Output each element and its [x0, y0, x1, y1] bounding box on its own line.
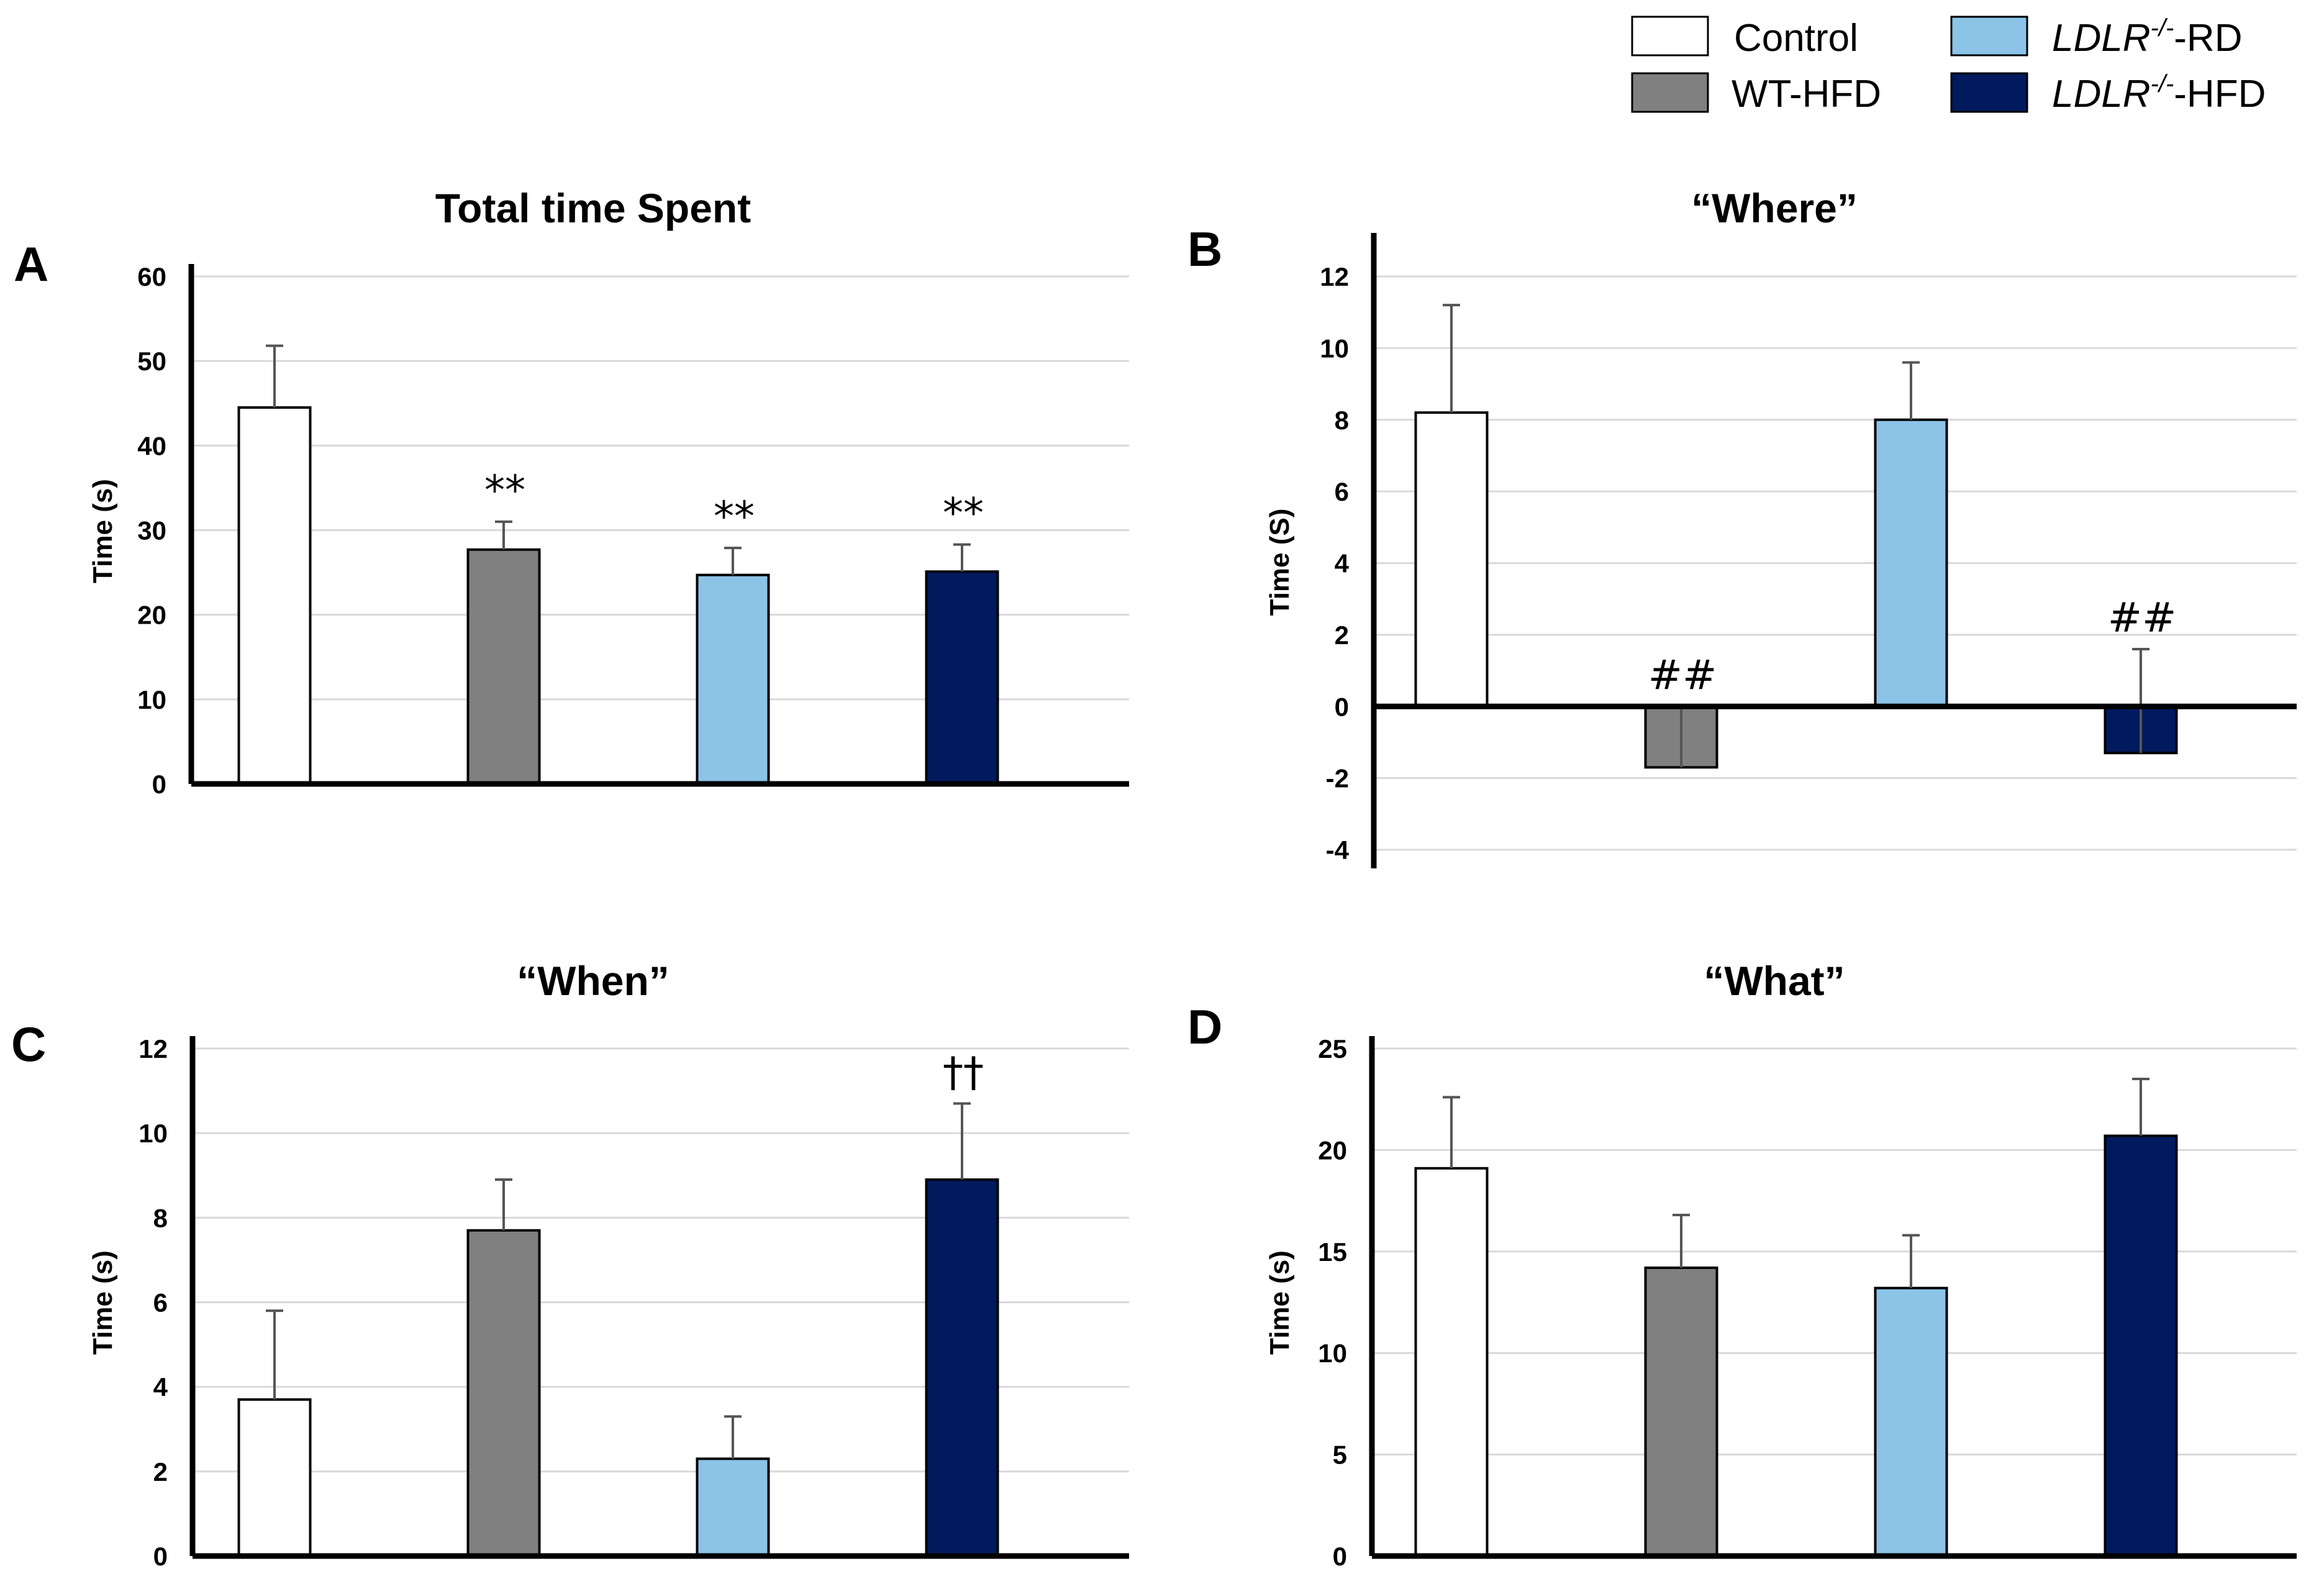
legend-label-wt-hfd: WT-HFD — [1732, 73, 1881, 116]
y-tick-label: 30 — [137, 516, 166, 545]
y-axis-label: Time (s) — [88, 1250, 118, 1355]
y-tick-label: 10 — [1318, 1339, 1347, 1368]
panel-c: 0 2 4 6 8 10 12 †† “When” C Time (s) — [11, 958, 1129, 1571]
legend-swatch-control — [1631, 16, 1709, 57]
panel-b: -4 -2 0 2 4 6 8 10 12 ## ## “Where” B Time (S) — [1187, 185, 2297, 868]
legend-swatch-ldlr-hfd — [1950, 72, 2028, 113]
panel-title: “When” — [517, 958, 670, 1004]
legend-ldlr-rd-name: LDLR — [2052, 17, 2151, 60]
y-tick-label: 10 — [1320, 334, 1349, 363]
significance-marker: ## — [2108, 594, 2177, 642]
legend-ldlr-rd-suffix: -RD — [2174, 17, 2242, 60]
y-tick-label: 40 — [137, 431, 166, 460]
bar-2 — [1644, 1266, 1718, 1557]
bar-1 — [237, 406, 312, 785]
y-tick-label: 12 — [138, 1034, 168, 1063]
legend-label-ldlr-rd: LDLR-/--RD — [2052, 14, 2242, 60]
y-tick-label: 0 — [1333, 1542, 1347, 1571]
y-tick-label: 5 — [1333, 1440, 1347, 1470]
bar-4 — [925, 1178, 999, 1557]
bar-3 — [1874, 418, 1948, 708]
panel-label: D — [1187, 999, 1222, 1054]
bar-1 — [1414, 411, 1489, 708]
y-tick-label: 15 — [1318, 1237, 1347, 1267]
bar-3 — [696, 1457, 770, 1558]
legend-label-ldlr-hfd: LDLR-/--HFD — [2052, 70, 2266, 116]
panel-label: C — [11, 1017, 46, 1072]
bar-4 — [925, 570, 999, 785]
y-tick-label: 20 — [137, 601, 166, 630]
y-axis-label: Time (s) — [1264, 1250, 1295, 1355]
legend-ldlr-hfd-suffix: -HFD — [2174, 73, 2266, 116]
y-tick-label: 6 — [1335, 477, 1349, 506]
legend-ldlr-rd-sup: -/- — [2151, 14, 2174, 42]
y-tick-label: 4 — [1335, 549, 1350, 578]
y-tick-label: 8 — [153, 1203, 168, 1232]
legend-ldlr-hfd-sup: -/- — [2151, 70, 2174, 98]
y-tick-label: 6 — [153, 1288, 168, 1317]
y-tick-label: 0 — [152, 770, 166, 799]
y-tick-label: 10 — [137, 685, 166, 714]
panel-title: Total time Spent — [435, 185, 751, 231]
y-axis-label: Time (s) — [88, 479, 118, 583]
y-tick-label: 2 — [1335, 621, 1349, 650]
y-tick-label: 12 — [1320, 262, 1349, 291]
bar-1 — [1414, 1167, 1489, 1557]
panel-a: 0 10 20 30 40 50 60 ** ** ** Total time Spent A Time… — [14, 185, 1129, 799]
significance-marker: †† — [943, 1049, 984, 1096]
panel-label: B — [1187, 222, 1222, 276]
legend-ldlr-hfd-name: LDLR — [2052, 73, 2151, 116]
significance-marker: ** — [714, 493, 755, 540]
y-tick-label: 4 — [153, 1373, 168, 1402]
panel-title: “What” — [1704, 958, 1845, 1004]
panel-label: A — [14, 237, 48, 291]
y-tick-label: 10 — [138, 1119, 168, 1148]
y-tick-label: 25 — [1318, 1034, 1347, 1063]
y-tick-label: -4 — [1326, 835, 1350, 865]
y-tick-label: 2 — [153, 1457, 168, 1486]
significance-marker: ** — [484, 466, 525, 514]
bar-2 — [466, 548, 541, 786]
y-tick-label: 0 — [153, 1542, 168, 1571]
significance-marker: ## — [1648, 651, 1717, 699]
y-tick-label: 8 — [1335, 406, 1349, 435]
bar-3 — [696, 573, 770, 785]
significance-marker: ** — [943, 489, 984, 537]
panel-d: 0 5 10 15 20 25 “What” D Time (s) — [1187, 958, 2297, 1571]
bar-3 — [1874, 1286, 1948, 1558]
y-tick-label: -2 — [1326, 764, 1349, 793]
legend: Control WT-HFD LDLR-/--RD LDLR-/--HFD — [1631, 14, 2266, 116]
legend-swatch-ldlr-rd — [1950, 16, 2028, 57]
y-tick-label: 20 — [1318, 1135, 1347, 1165]
y-tick-label: 60 — [137, 262, 166, 291]
legend-swatch-wt-hfd — [1631, 72, 1709, 113]
y-tick-label: 50 — [137, 347, 166, 376]
bar-2 — [466, 1229, 541, 1557]
y-axis-label: Time (S) — [1264, 509, 1295, 616]
bar-1 — [237, 1398, 312, 1557]
legend-label-control: Control — [1734, 17, 1858, 60]
panel-title: “Where” — [1691, 185, 1858, 231]
y-tick-label: 0 — [1335, 692, 1349, 721]
bar-4 — [2104, 1134, 2178, 1558]
